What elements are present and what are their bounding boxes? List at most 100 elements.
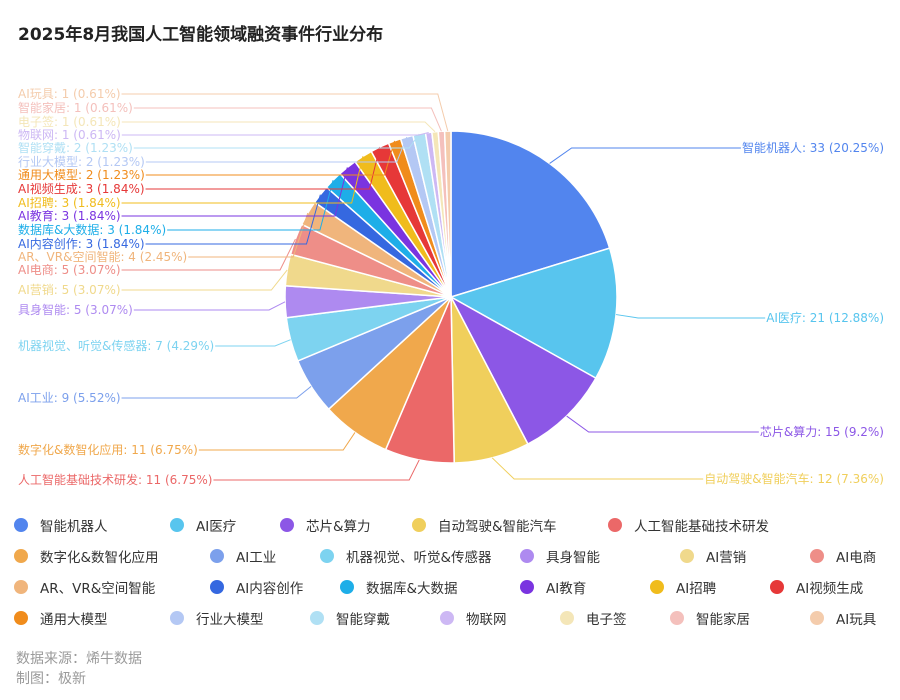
label-bg: [17, 87, 122, 101]
label-bg: [740, 140, 885, 155]
label-bg: [703, 471, 885, 486]
legend-swatch: [810, 549, 824, 563]
label-bg: [17, 302, 134, 317]
slice-label: AR、VR&空间智能: 4 (2.45%): [18, 249, 187, 264]
label-bg: [17, 222, 168, 237]
leader-line: [22, 133, 420, 149]
legend-label: AI招聘: [676, 581, 717, 597]
legend-label: 具身智能: [546, 550, 600, 566]
legend-item: 数字化&数智化应用: [14, 546, 159, 566]
legend-item: 人工智能基础技术研发: [608, 515, 769, 535]
leader-line: [22, 93, 449, 132]
label-bg: [17, 168, 146, 182]
slice-label: 智能穿戴: 2 (1.23%): [18, 140, 133, 155]
legend-item: 机器视觉、听觉&传感器: [320, 546, 492, 566]
slice-label: 行业大模型: 2 (1.23%): [18, 155, 145, 169]
legend-swatch: [210, 580, 224, 594]
legend-swatch: [14, 580, 28, 594]
label-bg: [17, 472, 214, 487]
chart-maker: 制图：极新: [16, 671, 86, 687]
legend-item: 通用大模型: [14, 608, 108, 628]
label-bg: [17, 208, 122, 223]
legend-label: AI医疗: [196, 519, 237, 535]
slice-label: AI工业: 9 (5.52%): [18, 391, 121, 405]
legend-item: AI玩具: [810, 608, 876, 628]
legend-label: 数字化&数智化应用: [40, 550, 159, 566]
slice-label: 物联网: 1 (0.61%): [18, 128, 121, 142]
slice-labels: 智能机器人: 33 (20.25%) AI医疗: 21 (12.88%) 芯片&算力…: [17, 87, 885, 487]
legend-swatch: [14, 549, 28, 563]
legend-swatch: [14, 611, 28, 625]
legend-swatch: [170, 518, 184, 532]
label-bg: [17, 338, 216, 353]
legend-item: 芯片&算力: [280, 515, 371, 535]
legend-label: 芯片&算力: [306, 519, 371, 535]
legend-item: 智能穿戴: [310, 608, 390, 628]
slice-label: AI电商: 5 (3.07%): [18, 262, 121, 277]
slice-label: AI医疗: 21 (12.88%): [766, 311, 884, 325]
legend-swatch: [440, 611, 454, 625]
pie-slice: [449, 247, 618, 380]
legend-swatch: [520, 549, 534, 563]
legend-swatch: [670, 611, 684, 625]
legend-item: AI营销: [680, 546, 746, 566]
legend-label: 机器视觉、听觉&传感器: [346, 550, 492, 566]
legend-item: AI电商: [810, 546, 876, 566]
label-bg: [17, 283, 122, 297]
label-bg: [17, 114, 122, 129]
legend-item: AI医疗: [170, 515, 236, 535]
leader-line: [22, 156, 364, 204]
legend-label: 数据库&大数据: [366, 581, 458, 597]
label-bg: [758, 424, 885, 439]
label-bg: [17, 100, 134, 115]
slice-label: 自动驾驶&智能汽车: 12 (7.36%): [704, 471, 884, 486]
legend-label: AI玩具: [836, 612, 877, 628]
label-bg: [17, 391, 122, 405]
legend-swatch: [210, 549, 224, 563]
legend-swatch: [520, 580, 534, 594]
leader-lines: [22, 93, 878, 481]
slice-label: AI招聘: 3 (1.84%): [18, 196, 121, 210]
legend-swatch: [340, 580, 354, 594]
legend-swatch: [14, 518, 28, 532]
label-bg: [17, 249, 189, 264]
legend-label: 人工智能基础技术研发: [634, 519, 769, 535]
legend-item: 具身智能: [520, 546, 600, 566]
chart-title: 2025年8月我国人工智能领域融资事件行业分布: [18, 25, 384, 45]
slice-label: 智能家居: 1 (0.61%): [18, 100, 133, 115]
legend-swatch: [560, 611, 574, 625]
legend-swatch: [680, 549, 694, 563]
legend-item: 行业大模型: [170, 608, 264, 628]
legend-label: 自动驾驶&智能汽车: [438, 519, 557, 535]
slice-label: 芯片&算力: 15 (9.2%): [760, 424, 884, 439]
legend-swatch: [650, 580, 664, 594]
legend-label: AI工业: [236, 550, 277, 566]
legend-item: 智能家居: [670, 608, 750, 628]
legend-label: 电子签: [586, 612, 627, 628]
pie-slices: [284, 130, 618, 464]
label-bg: [17, 262, 122, 277]
legend-label: AR、VR&空间智能: [40, 581, 156, 597]
legend-item: 电子签: [560, 608, 627, 628]
label-bg: [17, 236, 146, 251]
data-source: 数据来源：烯牛数据: [16, 651, 142, 667]
legend-label: 智能穿戴: [336, 612, 390, 628]
legend-item: AI工业: [210, 546, 276, 566]
label-bg: [17, 128, 122, 142]
slice-label: AI内容创作: 3 (1.84%): [18, 236, 145, 251]
label-bg: [17, 442, 199, 457]
legend-label: 通用大模型: [40, 612, 108, 628]
legend-label: AI电商: [836, 550, 877, 566]
legend-swatch: [310, 611, 324, 625]
legend-label: AI视频生成: [796, 581, 864, 597]
legend-swatch: [280, 518, 294, 532]
legend-label: 物联网: [466, 612, 507, 628]
slice-label: 电子签: 1 (0.61%): [18, 114, 121, 129]
legend-swatch: [320, 549, 334, 563]
label-bg: [17, 155, 146, 169]
legend-label: AI营销: [706, 550, 747, 566]
legend-item: 数据库&大数据: [340, 577, 458, 597]
label-bg: [17, 181, 146, 196]
slice-label: 智能机器人: 33 (20.25%): [742, 140, 884, 155]
legend-label: 智能机器人: [40, 519, 108, 535]
